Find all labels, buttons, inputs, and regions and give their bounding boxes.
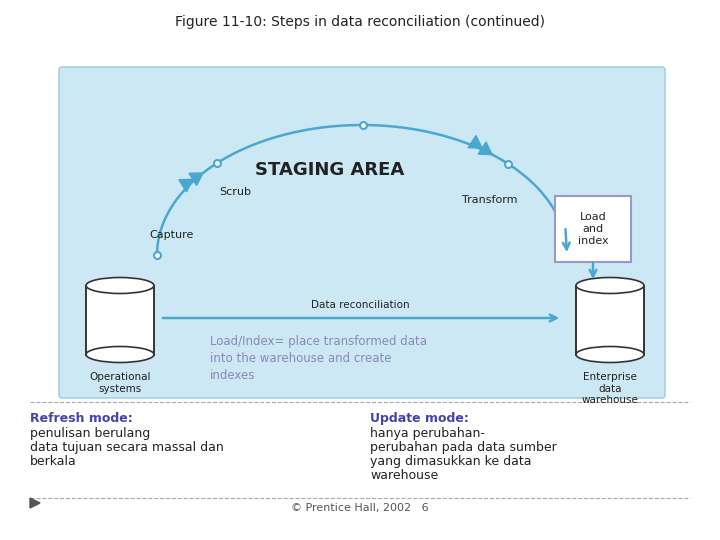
Text: perubahan pada data sumber: perubahan pada data sumber <box>370 441 557 454</box>
Text: warehouse: warehouse <box>370 469 438 482</box>
Text: hanya perubahan-: hanya perubahan- <box>370 427 485 440</box>
Polygon shape <box>30 498 40 508</box>
Text: Operational
systems: Operational systems <box>89 372 150 394</box>
Text: Scrub: Scrub <box>219 187 251 197</box>
Polygon shape <box>86 286 154 354</box>
Polygon shape <box>189 173 203 185</box>
FancyBboxPatch shape <box>59 67 665 398</box>
Polygon shape <box>576 286 644 354</box>
FancyBboxPatch shape <box>555 196 631 262</box>
Polygon shape <box>478 142 492 154</box>
Text: yang dimasukkan ke data: yang dimasukkan ke data <box>370 455 531 468</box>
Text: Load/Index= place transformed data
into the warehouse and create
indexes: Load/Index= place transformed data into … <box>210 335 427 382</box>
Ellipse shape <box>86 347 154 362</box>
Text: berkala: berkala <box>30 455 77 468</box>
Polygon shape <box>179 179 193 192</box>
Text: Data reconciliation: Data reconciliation <box>311 300 409 310</box>
Text: Capture: Capture <box>150 230 194 240</box>
Ellipse shape <box>86 278 154 294</box>
Text: © Prentice Hall, 2002   6: © Prentice Hall, 2002 6 <box>291 503 429 513</box>
Text: Figure 11-10: Steps in data reconciliation (continued): Figure 11-10: Steps in data reconciliati… <box>175 15 545 29</box>
Text: Transform: Transform <box>462 195 518 205</box>
Text: Load
and
index: Load and index <box>577 212 608 246</box>
Ellipse shape <box>576 278 644 294</box>
Polygon shape <box>468 136 482 148</box>
Text: penulisan berulang: penulisan berulang <box>30 427 150 440</box>
Text: data tujuan secara massal dan: data tujuan secara massal dan <box>30 441 224 454</box>
Text: Enterprise
data
warehouse: Enterprise data warehouse <box>582 372 639 405</box>
Ellipse shape <box>576 347 644 362</box>
Text: STAGING AREA: STAGING AREA <box>256 161 405 179</box>
Text: Refresh mode:: Refresh mode: <box>30 412 132 425</box>
Text: Update mode:: Update mode: <box>370 412 469 425</box>
